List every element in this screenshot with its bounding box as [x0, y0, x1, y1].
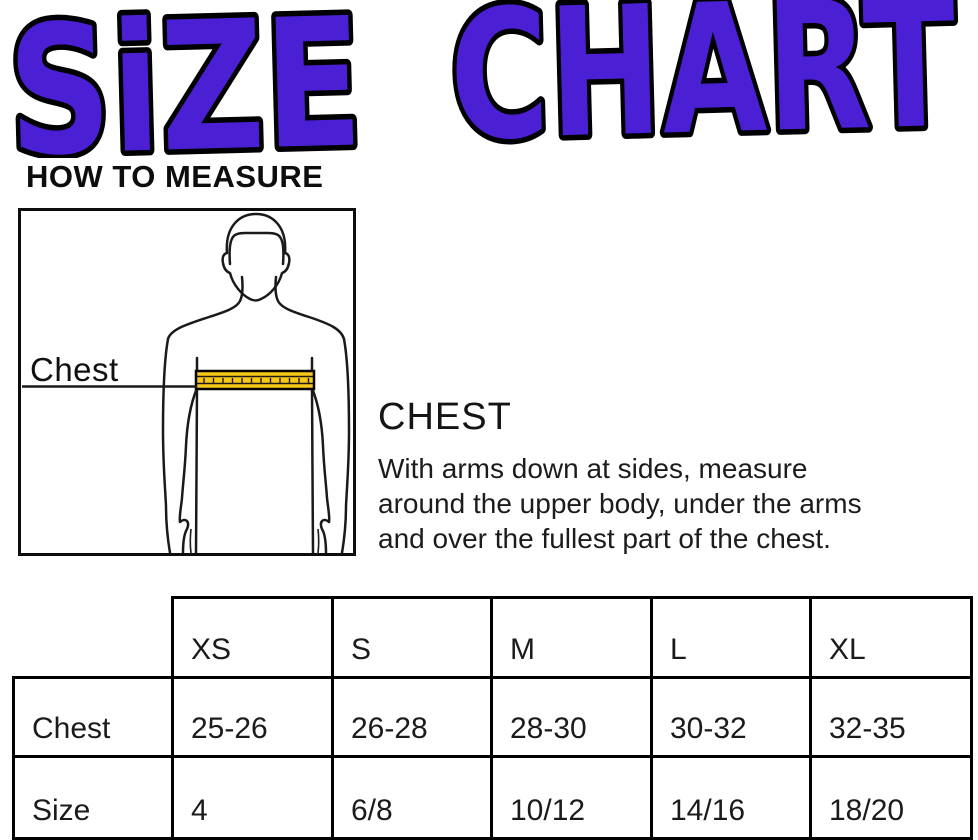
table-row-size: Size 4 6/8 10/12 14/16 18/20 — [12, 755, 973, 840]
figure-right-hand — [310, 386, 331, 553]
page-title: SiZE CHART — [0, 0, 964, 158]
col-header-l: L — [650, 596, 812, 679]
measure-diagram-box: Chest — [18, 208, 356, 556]
cell-size-s: 6/8 — [331, 755, 493, 840]
title-word-chart: CHART — [447, 0, 958, 158]
col-header-s: S — [331, 596, 493, 679]
col-header-xs: XS — [171, 596, 334, 679]
table-row-chest: Chest 25-26 26-28 28-30 30-32 32-35 — [12, 676, 973, 758]
cell-chest-xl: 32-35 — [809, 676, 973, 758]
how-to-measure-heading: HOW TO MEASURE — [26, 159, 324, 194]
row-label-chest: Chest — [12, 676, 174, 758]
measuring-tape — [194, 369, 316, 391]
instructions-line-3: and over the fullest part of the chest. — [378, 523, 831, 554]
size-table: XS S M L XL Chest 25-26 26-28 28-30 30-3… — [12, 596, 973, 840]
instructions-line-1: With arms down at sides, measure — [378, 453, 808, 484]
figure-left-torso-line — [194, 356, 199, 553]
cell-size-m: 10/12 — [490, 755, 653, 840]
tape-tick-marks — [203, 378, 310, 383]
instructions-text: With arms down at sides, measure around … — [378, 451, 862, 556]
instructions-line-2: around the upper body, under the arms — [378, 488, 862, 519]
row-label-size: Size — [12, 755, 174, 840]
figure-left-hand — [178, 386, 199, 553]
cell-size-l: 14/16 — [650, 755, 812, 840]
measurement-figure: Chest — [22, 212, 351, 553]
cell-chest-xs: 25-26 — [171, 676, 334, 758]
table-header-row: XS S M L XL — [14, 596, 973, 679]
figure-left-finger-line — [189, 528, 192, 553]
col-header-m: M — [490, 596, 653, 679]
col-header-xl: XL — [809, 596, 973, 679]
figure-head — [221, 212, 291, 302]
figure-left-arm-outline — [161, 275, 244, 553]
instructions-heading: CHEST — [378, 396, 512, 438]
figure-hairline — [228, 231, 285, 266]
title-word-size: SiZE — [5, 0, 364, 158]
table-corner-blank — [14, 598, 173, 678]
cell-size-xl: 18/20 — [809, 755, 973, 840]
cell-chest-m: 28-30 — [490, 676, 653, 758]
figure-right-arm-outline — [274, 275, 351, 553]
cell-chest-s: 26-28 — [331, 676, 493, 758]
figure-right-finger-line — [317, 528, 320, 553]
cell-size-xs: 4 — [171, 755, 334, 840]
cell-chest-l: 30-32 — [650, 676, 812, 758]
figure-right-torso-line — [310, 356, 315, 553]
chest-callout-label: Chest — [30, 351, 119, 388]
